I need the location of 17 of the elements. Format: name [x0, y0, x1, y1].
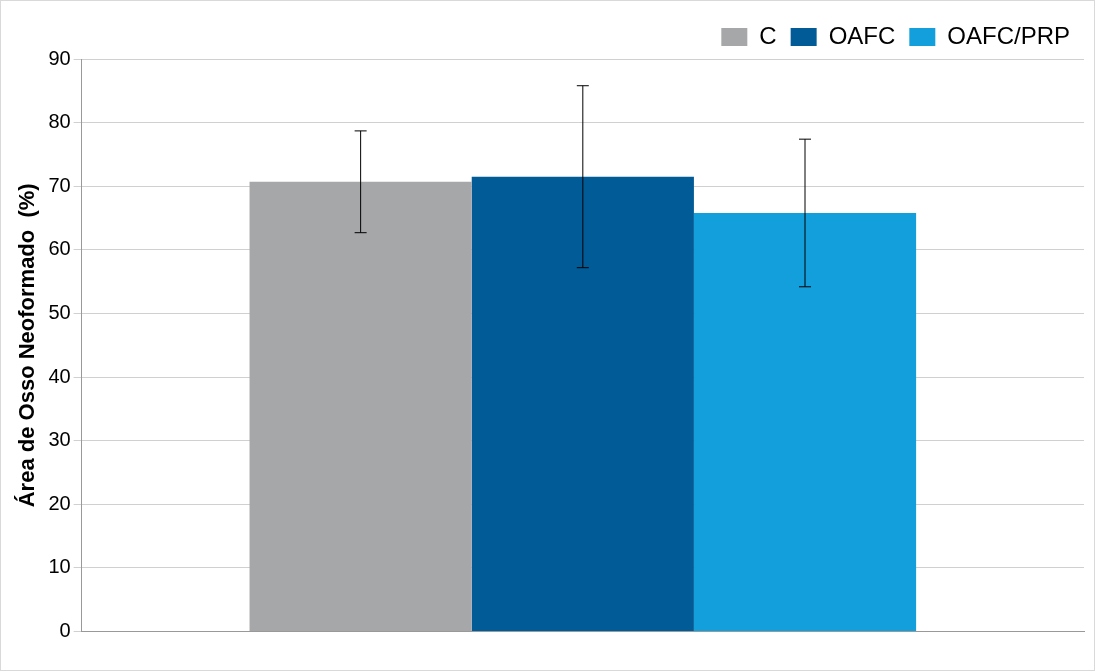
bar [249, 181, 472, 632]
bar [693, 212, 917, 632]
y-tick-label: 0 [59, 619, 71, 642]
legend-label: C [759, 21, 777, 49]
y-tick-label: 60 [48, 237, 71, 260]
y-tick-label: 30 [48, 428, 71, 451]
y-tick-label: 10 [48, 555, 71, 578]
y-axis-title: Área de Osso Neoformado (%) [14, 183, 40, 508]
bar [471, 176, 694, 632]
legend-label: OAFC [828, 21, 896, 49]
y-tick-label: 40 [48, 364, 71, 387]
legend-label: OAFC/PRP [947, 21, 1070, 49]
y-tick-label: 20 [48, 491, 71, 514]
y-tick-label: 70 [48, 173, 71, 196]
y-tick-label: 50 [48, 301, 71, 323]
y-tick-label: 80 [48, 110, 71, 133]
y-tick-label: 90 [48, 46, 71, 69]
